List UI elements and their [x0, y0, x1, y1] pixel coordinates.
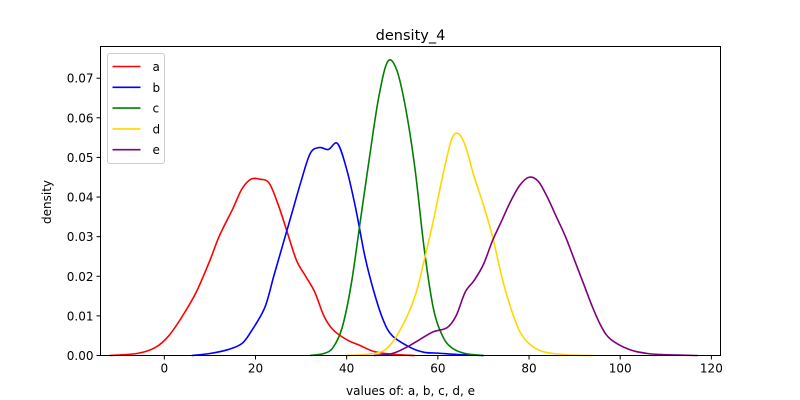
x-tick-label: 120 — [700, 362, 723, 376]
legend-label-c: c — [153, 102, 160, 116]
series-line-d — [346, 132, 593, 357]
y-tick-label: 0.03 — [67, 230, 94, 244]
y-axis: 0.00 0.01 0.02 0.03 0.04 0.05 0.06 0.07 — [67, 72, 101, 363]
y-tick-label: 0.00 — [67, 349, 94, 363]
x-axis-label: values of: a, b, c, d, e — [346, 384, 475, 398]
series-line-a — [109, 177, 416, 357]
y-tick-label: 0.02 — [67, 270, 94, 284]
x-tick-label: 60 — [430, 362, 445, 376]
x-tick-label: 0 — [161, 362, 169, 376]
y-tick-label: 0.06 — [67, 111, 94, 125]
plot-frame — [100, 46, 721, 356]
legend-label-e: e — [153, 143, 160, 157]
y-axis-label: density — [40, 180, 54, 224]
x-tick-label: 40 — [339, 362, 354, 376]
x-tick-label: 20 — [248, 362, 263, 376]
y-tick-label: 0.01 — [67, 309, 94, 323]
y-tick-label: 0.07 — [67, 72, 94, 86]
chart-title: density_4 — [376, 28, 446, 44]
series-line-e — [373, 176, 698, 357]
x-tick-label: 80 — [521, 362, 536, 376]
y-tick-label: 0.05 — [67, 151, 94, 165]
x-axis: 0 20 40 60 80 100 120 — [161, 355, 723, 376]
legend-label-a: a — [153, 60, 160, 74]
series-line-c — [310, 59, 484, 357]
legend-label-d: d — [153, 122, 161, 136]
series-line-b — [191, 142, 484, 357]
plot-lines — [109, 59, 698, 357]
x-tick-label: 100 — [609, 362, 632, 376]
y-tick-label: 0.04 — [67, 191, 94, 205]
legend-label-b: b — [153, 81, 161, 95]
